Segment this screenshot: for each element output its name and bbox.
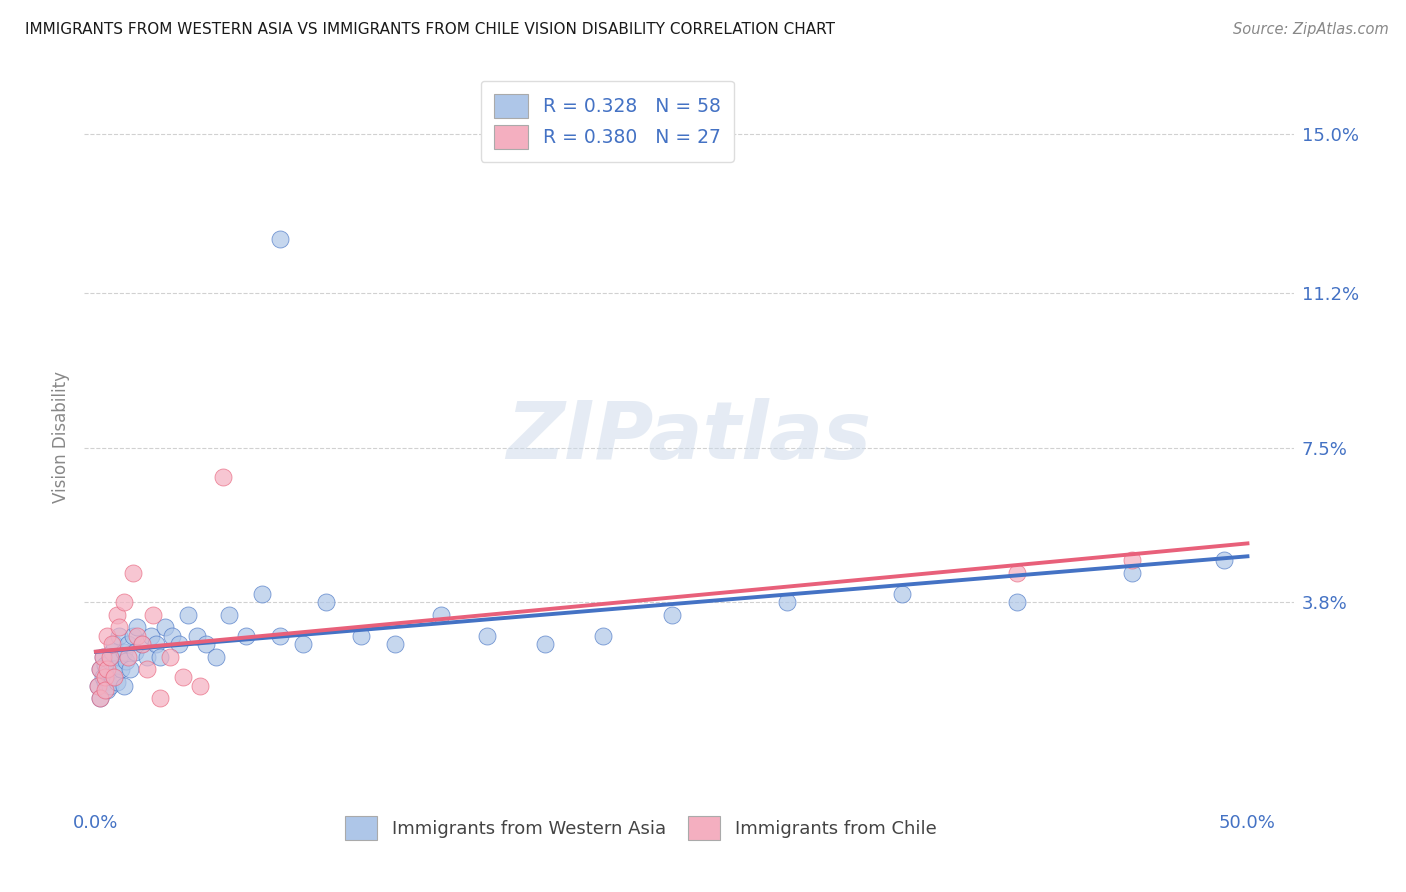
Point <box>101 670 124 684</box>
Point <box>250 587 273 601</box>
Point <box>661 607 683 622</box>
Point <box>87 679 110 693</box>
Point <box>112 645 135 659</box>
Text: ZIPatlas: ZIPatlas <box>506 398 872 476</box>
Point <box>112 595 135 609</box>
Point <box>89 662 111 676</box>
Point <box>94 682 117 697</box>
Point <box>127 629 149 643</box>
Point <box>159 649 181 664</box>
Point <box>94 670 117 684</box>
Point <box>96 662 118 676</box>
Point <box>167 637 190 651</box>
Y-axis label: Vision Disability: Vision Disability <box>52 371 70 503</box>
Point <box>108 620 131 634</box>
Point <box>350 629 373 643</box>
Point <box>218 607 240 622</box>
Point <box>160 629 183 643</box>
Point <box>891 587 914 601</box>
Point <box>204 649 226 664</box>
Point <box>87 679 110 693</box>
Point <box>1121 553 1143 567</box>
Point <box>776 595 799 609</box>
Point <box>235 629 257 643</box>
Point <box>430 607 453 622</box>
Point <box>110 662 132 676</box>
Point <box>1005 566 1028 580</box>
Point <box>103 670 125 684</box>
Point <box>101 637 124 651</box>
Point <box>131 637 153 651</box>
Point <box>105 607 128 622</box>
Point <box>96 629 118 643</box>
Point <box>149 691 172 706</box>
Point <box>105 674 128 689</box>
Point <box>91 649 114 664</box>
Point <box>592 629 614 643</box>
Point <box>98 649 121 664</box>
Point <box>186 629 208 643</box>
Point <box>135 662 157 676</box>
Text: IMMIGRANTS FROM WESTERN ASIA VS IMMIGRANTS FROM CHILE VISION DISABILITY CORRELAT: IMMIGRANTS FROM WESTERN ASIA VS IMMIGRAN… <box>25 22 835 37</box>
Point <box>153 620 176 634</box>
Point <box>142 607 165 622</box>
Point <box>121 566 143 580</box>
Point <box>1005 595 1028 609</box>
Point <box>172 670 194 684</box>
Point <box>195 637 218 651</box>
Point <box>103 637 125 651</box>
Point <box>477 629 499 643</box>
Point <box>117 649 139 664</box>
Point <box>177 607 200 622</box>
Point <box>94 674 117 689</box>
Point <box>103 662 125 676</box>
Point <box>315 595 337 609</box>
Point <box>211 470 233 484</box>
Point <box>108 649 131 664</box>
Point <box>145 637 167 651</box>
Point <box>1213 553 1236 567</box>
Point <box>112 679 135 693</box>
Point <box>114 654 136 668</box>
Point <box>101 645 124 659</box>
Point <box>149 649 172 664</box>
Point <box>98 654 121 668</box>
Point <box>96 682 118 697</box>
Text: Source: ZipAtlas.com: Source: ZipAtlas.com <box>1233 22 1389 37</box>
Legend: Immigrants from Western Asia, Immigrants from Chile: Immigrants from Western Asia, Immigrants… <box>336 807 945 848</box>
Point <box>127 620 149 634</box>
Point <box>384 637 406 651</box>
Point <box>135 649 157 664</box>
Point <box>89 691 111 706</box>
Point <box>89 691 111 706</box>
Point <box>292 637 315 651</box>
Point <box>121 629 143 643</box>
Point <box>269 629 291 643</box>
Point <box>108 629 131 643</box>
Point <box>94 657 117 672</box>
Point <box>188 679 211 693</box>
Point <box>91 649 114 664</box>
Point <box>131 637 153 651</box>
Point <box>269 231 291 245</box>
Point <box>534 637 557 651</box>
Point <box>120 662 142 676</box>
Point <box>96 666 118 681</box>
Point <box>89 662 111 676</box>
Point <box>91 670 114 684</box>
Point <box>141 629 163 643</box>
Point <box>117 637 139 651</box>
Point <box>1121 566 1143 580</box>
Point <box>124 645 146 659</box>
Point <box>98 679 121 693</box>
